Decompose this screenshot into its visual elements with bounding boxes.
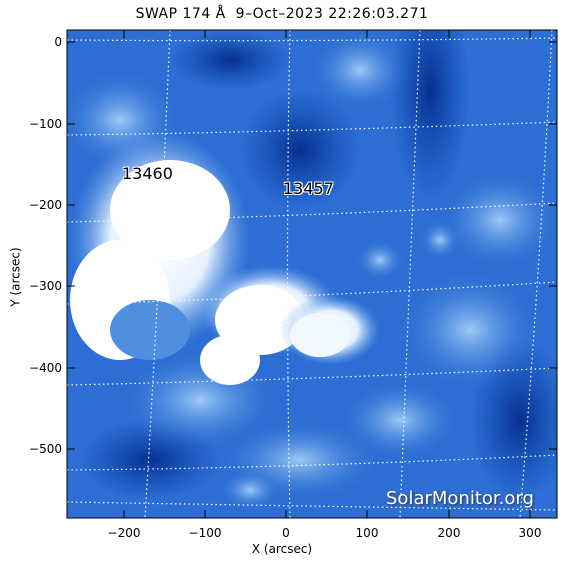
y-tick-label: −400	[29, 361, 62, 375]
y-axis-label: Y (arcsec)	[8, 247, 23, 307]
y-tick-label: −300	[29, 279, 62, 293]
x-tick-label: −200	[107, 526, 141, 540]
coordinate-grid	[67, 30, 557, 518]
image-title: SWAP 174 Å 9–Oct–2023 22:26:03.271	[135, 6, 429, 22]
active-region-label: 13460	[122, 164, 173, 183]
y-tick-label: 0	[54, 35, 62, 49]
active-region-label: 13457	[283, 179, 334, 198]
x-tick-label: 0	[282, 526, 290, 540]
x-tick-label: −100	[188, 526, 222, 540]
x-tick-label: 100	[355, 526, 379, 540]
plot-frame	[66, 29, 558, 519]
y-tick-label: −500	[29, 442, 62, 456]
axis-ticks	[67, 30, 557, 518]
x-tick-label: 200	[437, 526, 461, 540]
y-tick-label: −100	[29, 117, 62, 131]
x-tick-label: 300	[518, 526, 542, 540]
watermark-text: SolarMonitor.org	[386, 488, 534, 509]
y-tick-label: −200	[29, 198, 62, 212]
solar-image	[67, 30, 557, 518]
x-axis-label: X (arcsec)	[251, 542, 313, 556]
